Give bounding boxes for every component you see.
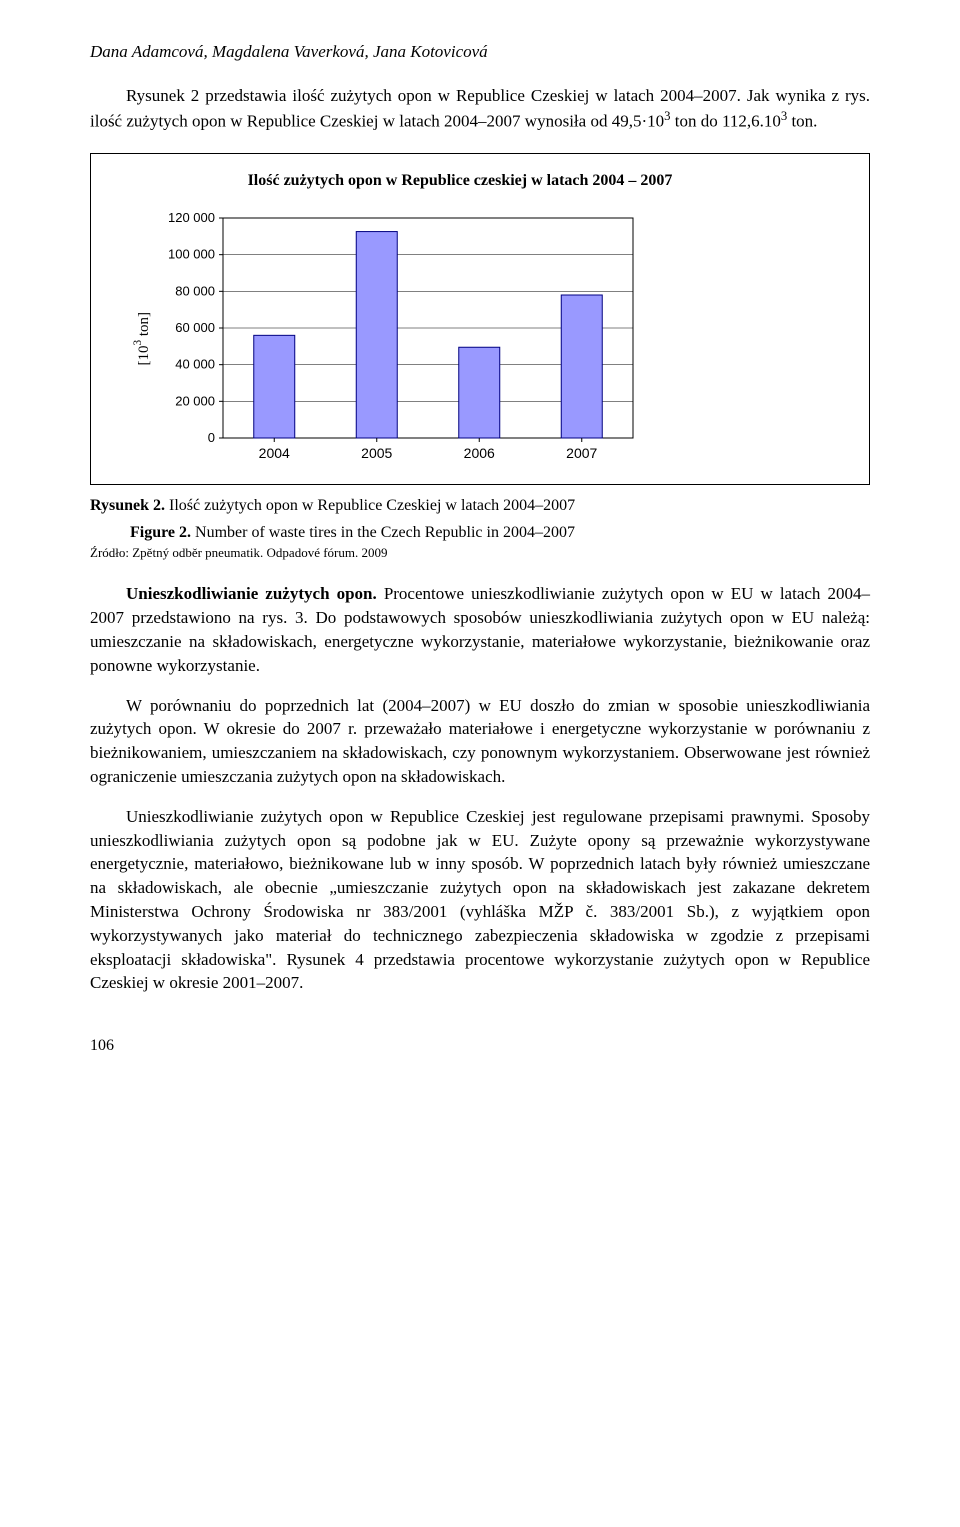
svg-text:60 000: 60 000 bbox=[175, 320, 215, 335]
bar-chart: 0 20 000 40 000 60 000 80 000 100 000 120 000 2… bbox=[163, 208, 643, 468]
svg-text:40 000: 40 000 bbox=[175, 357, 215, 372]
body-paragraph-3: Unieszkodliwianie zużytych opon w Republ… bbox=[90, 805, 870, 995]
caption-label-pl: Rysunek 2. bbox=[90, 497, 165, 514]
svg-text:100 000: 100 000 bbox=[168, 247, 215, 262]
caption-text-en: Number of waste tires in the Czech Repub… bbox=[191, 524, 575, 541]
authors-line: Dana Adamcová, Magdalena Vaverková, Jana… bbox=[90, 40, 870, 64]
body-paragraph-2: W porównaniu do poprzednich lat (2004–20… bbox=[90, 694, 870, 789]
svg-text:120 000: 120 000 bbox=[168, 210, 215, 225]
figure-caption-pl: Rysunek 2. Ilość zużytych opon w Republi… bbox=[90, 495, 870, 517]
chart-title: Ilość zużytych opon w Republice czeskiej… bbox=[131, 170, 789, 192]
figure-caption-en: Figure 2. Number of waste tires in the C… bbox=[90, 522, 870, 544]
chart-container: Ilość zużytych opon w Republice czeskiej… bbox=[90, 153, 870, 485]
section-heading-inline: Unieszkodliwianie zużytych opon. bbox=[126, 584, 377, 603]
svg-text:2006: 2006 bbox=[464, 445, 495, 461]
chart-ylabel: [103 ton] bbox=[131, 312, 155, 366]
svg-text:2005: 2005 bbox=[361, 445, 392, 461]
body-paragraph-1: Unieszkodliwianie zużytych opon. Procent… bbox=[90, 582, 870, 677]
svg-text:2004: 2004 bbox=[259, 445, 290, 461]
svg-text:80 000: 80 000 bbox=[175, 284, 215, 299]
svg-text:2007: 2007 bbox=[566, 445, 597, 461]
figure-source: Źródło: Zpětný odběr pneumatik. Odpadové… bbox=[90, 544, 870, 562]
intro-paragraph: Rysunek 2 przedstawia ilość zużytych opo… bbox=[90, 84, 870, 133]
svg-text:20 000: 20 000 bbox=[175, 394, 215, 409]
svg-text:0: 0 bbox=[208, 430, 215, 445]
page-number: 106 bbox=[90, 1035, 870, 1057]
caption-text-pl: Ilość zużytych opon w Republice Czeskiej… bbox=[165, 497, 575, 514]
caption-label-en: Figure 2. bbox=[130, 524, 191, 541]
